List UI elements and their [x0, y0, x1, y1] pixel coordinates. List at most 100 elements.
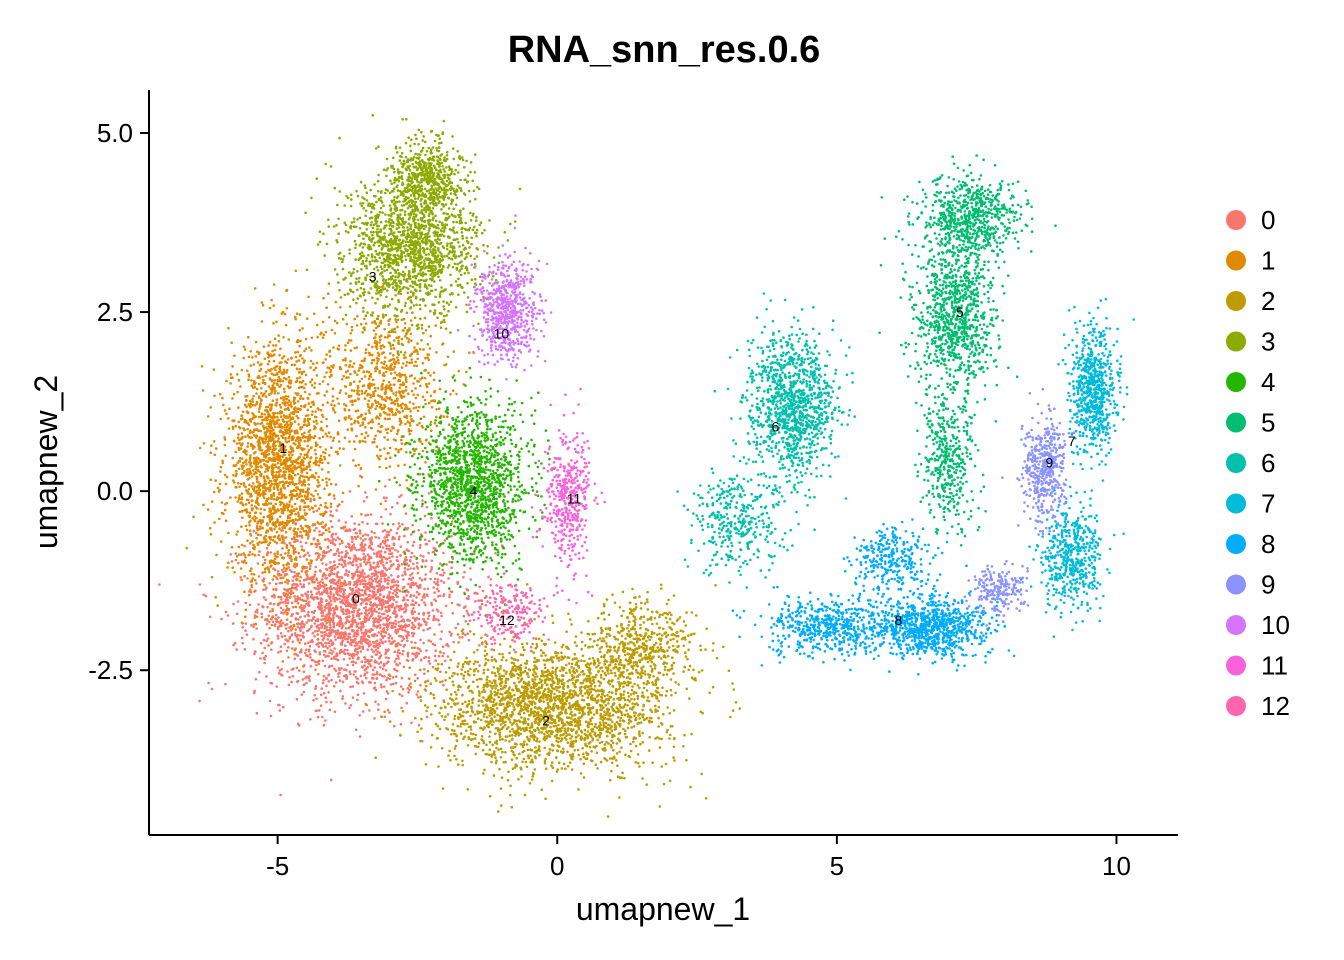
point: [294, 586, 298, 589]
point: [296, 472, 300, 476]
point: [209, 451, 213, 455]
point: [388, 609, 391, 613]
point: [290, 477, 294, 481]
point: [283, 642, 287, 646]
point: [343, 588, 347, 592]
point: [245, 458, 248, 462]
point: [309, 468, 312, 472]
point: [271, 578, 275, 581]
point: [253, 459, 256, 463]
point: [231, 456, 234, 460]
point: [198, 699, 201, 703]
point: [423, 672, 426, 675]
point: [255, 711, 259, 715]
point: [219, 465, 223, 469]
point: [251, 517, 254, 520]
point: [237, 553, 241, 556]
point: [314, 366, 318, 370]
point: [274, 474, 278, 477]
point: [249, 461, 252, 465]
point: [385, 496, 388, 500]
point: [309, 366, 312, 369]
point: [284, 552, 287, 555]
point: [403, 570, 407, 573]
point: [290, 356, 293, 360]
point: [406, 618, 410, 622]
point: [315, 422, 319, 425]
point: [315, 592, 319, 595]
point: [381, 530, 385, 533]
point: [278, 380, 282, 383]
point: [253, 614, 257, 617]
point: [300, 609, 304, 613]
point: [316, 584, 320, 588]
point: [276, 552, 280, 555]
point: [269, 714, 273, 718]
point: [325, 371, 328, 374]
point: [328, 597, 332, 600]
point: [425, 391, 429, 394]
point: [450, 520, 454, 523]
point: [282, 466, 285, 470]
point: [289, 474, 293, 478]
point: [261, 381, 265, 385]
point: [333, 599, 337, 603]
point: [340, 608, 344, 611]
point: [268, 420, 272, 424]
point: [267, 360, 271, 363]
point: [296, 493, 299, 497]
point: [335, 605, 338, 609]
point: [353, 557, 357, 561]
point: [383, 634, 387, 638]
point: [296, 350, 300, 354]
point: [317, 475, 321, 479]
point: [308, 393, 311, 396]
point: [319, 558, 323, 562]
point: [309, 446, 313, 450]
point: [383, 577, 387, 580]
point: [316, 538, 320, 542]
point: [252, 482, 255, 485]
point: [375, 555, 379, 558]
point: [381, 641, 385, 645]
point: [374, 333, 378, 336]
point: [291, 675, 295, 678]
point: [279, 480, 283, 484]
point: [277, 616, 280, 619]
point: [276, 634, 280, 638]
point: [267, 385, 271, 388]
point: [272, 322, 275, 325]
point: [288, 503, 291, 507]
point: [345, 675, 349, 678]
point: [300, 534, 303, 537]
point: [370, 541, 373, 545]
point: [266, 637, 270, 640]
point: [396, 501, 399, 505]
point: [317, 507, 321, 510]
point: [380, 607, 384, 610]
point: [244, 608, 248, 612]
point: [311, 524, 315, 527]
point: [285, 307, 289, 310]
point: [327, 691, 330, 694]
point: [365, 671, 369, 674]
point: [304, 337, 308, 341]
point: [349, 653, 352, 656]
point: [271, 609, 275, 613]
point: [439, 562, 442, 565]
point: [317, 554, 321, 557]
point: [410, 551, 414, 555]
point: [388, 556, 391, 559]
point: [346, 369, 350, 373]
point: [359, 537, 363, 540]
point: [244, 622, 248, 625]
point: [255, 608, 259, 612]
point: [290, 647, 294, 650]
point: [262, 490, 266, 494]
point: [387, 547, 391, 551]
point: [404, 512, 408, 515]
point: [274, 540, 277, 544]
point: [310, 336, 314, 340]
point: [363, 357, 367, 360]
point: [288, 556, 292, 560]
